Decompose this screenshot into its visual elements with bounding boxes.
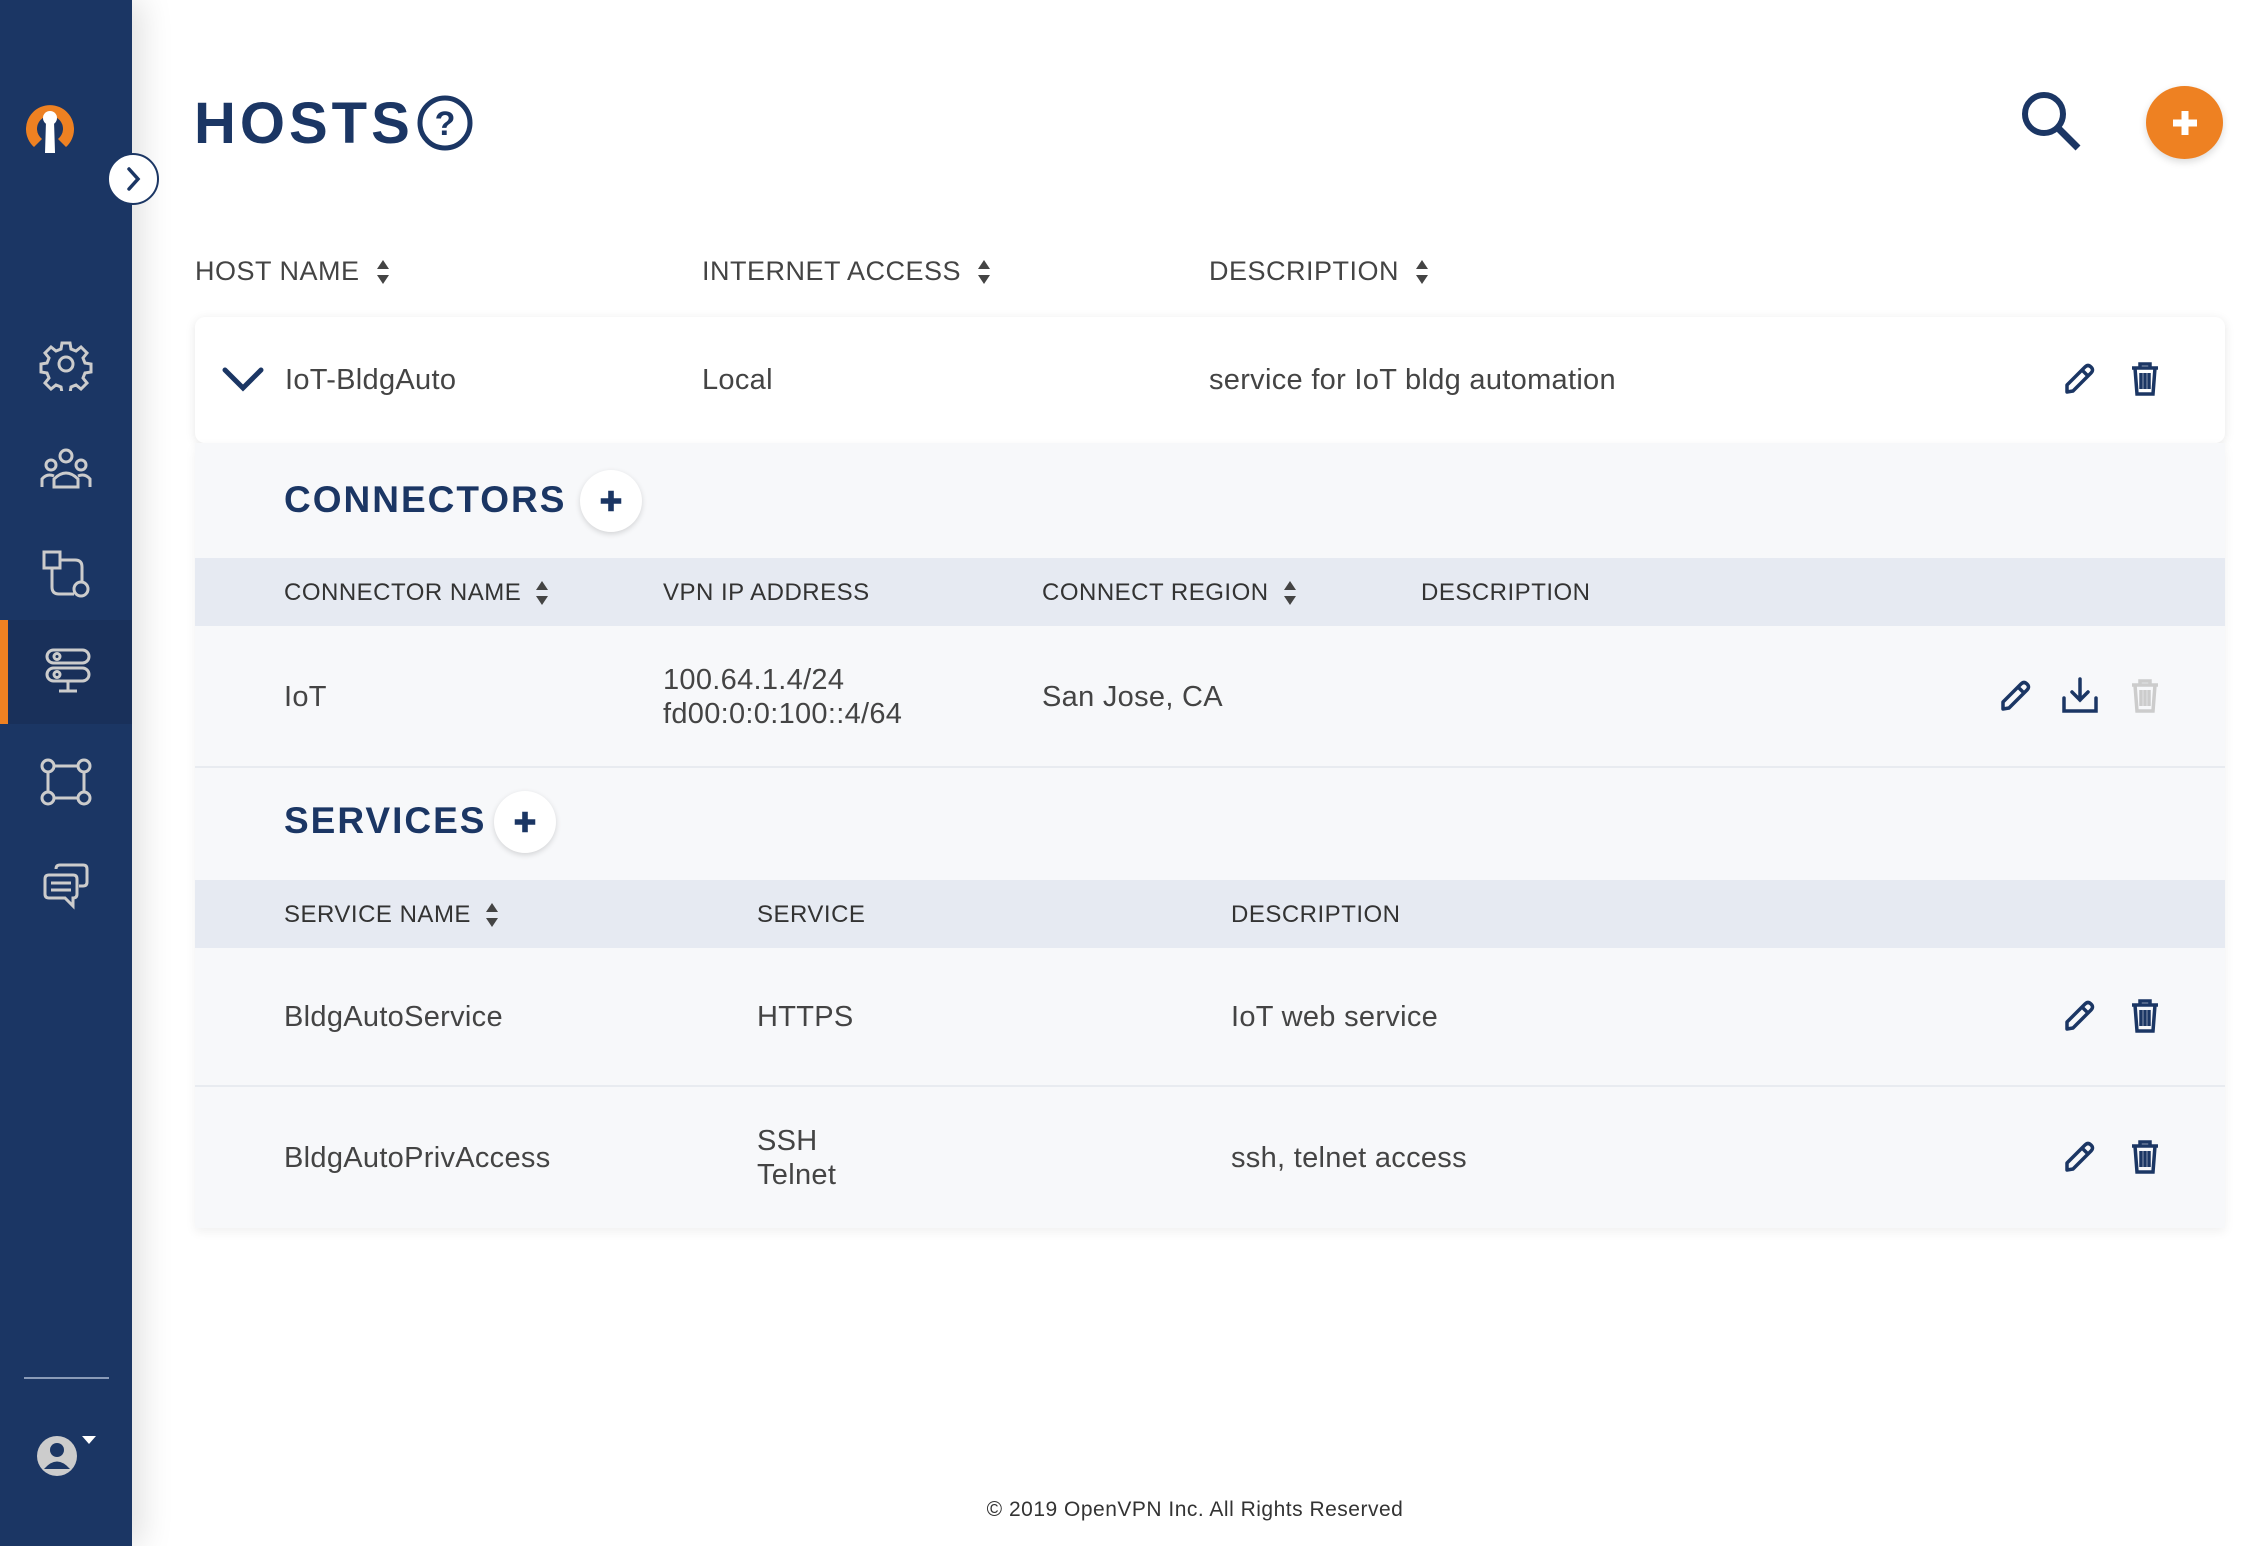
page-title: HOSTS [194, 91, 414, 156]
service-protocol: Telnet [757, 1159, 837, 1191]
column-host-name[interactable]: HOST NAME [195, 256, 390, 287]
sort-icon [1283, 580, 1297, 606]
add-service-button[interactable] [494, 791, 556, 853]
host-description: service for IoT bldg automation [1209, 364, 1616, 396]
network-icon [42, 550, 90, 598]
openvpn-logo [26, 105, 75, 153]
sidebar-item-settings[interactable] [0, 312, 132, 416]
trash-icon[interactable] [2125, 996, 2165, 1036]
host-details-panel: CONNECTORS CONNECTOR NAME VPN IP ADDRESS… [195, 443, 2225, 1228]
column-internet-access[interactable]: INTERNET ACCESS [702, 256, 991, 287]
topology-icon [40, 758, 92, 806]
sidebar [0, 0, 132, 1546]
add-connector-button[interactable] [580, 470, 642, 532]
user-dropdown-icon [37, 1436, 96, 1476]
sidebar-divider [24, 1377, 109, 1379]
column-connect-region[interactable]: CONNECT REGION [1042, 579, 1297, 607]
edit-icon[interactable] [2059, 1137, 2099, 1177]
user-menu[interactable] [36, 1432, 100, 1480]
host-row[interactable]: IoT-BldgAuto Local service for IoT bldg … [195, 317, 2225, 443]
plus-icon [511, 808, 539, 836]
sort-icon [535, 580, 549, 606]
sidebar-item-hosts[interactable] [0, 620, 132, 724]
column-service: SERVICE [757, 901, 866, 928]
service-description: ssh, telnet access [1231, 1142, 1467, 1174]
trash-icon-disabled [2125, 676, 2165, 716]
divider [195, 1085, 2225, 1087]
column-description[interactable]: DESCRIPTION [1209, 256, 1429, 287]
column-vpn-ip: VPN IP ADDRESS [663, 579, 870, 606]
users-icon [40, 448, 92, 489]
sidebar-item-network[interactable] [0, 522, 132, 626]
sidebar-item-users[interactable] [0, 418, 132, 522]
connector-name: IoT [284, 681, 327, 713]
connector-row: IoT 100.64.1.4/24 fd00:0:0:100::4/64 San… [195, 626, 2225, 767]
column-connector-name[interactable]: CONNECTOR NAME [284, 579, 549, 607]
add-host-button[interactable] [2146, 86, 2223, 159]
edit-icon[interactable] [2059, 996, 2099, 1036]
column-service-description: DESCRIPTION [1231, 901, 1401, 928]
service-row: BldgAutoPrivAccess SSH Telnet ssh, telne… [195, 1087, 2225, 1228]
trash-icon[interactable] [2125, 1137, 2165, 1177]
edit-icon[interactable] [1995, 676, 2035, 716]
services-header: SERVICE NAME SERVICE DESCRIPTION [195, 880, 2225, 948]
svg-text:?: ? [435, 105, 456, 143]
column-service-name[interactable]: SERVICE NAME [284, 901, 499, 929]
service-name: BldgAutoPrivAccess [284, 1142, 551, 1174]
sidebar-item-messages[interactable] [0, 836, 132, 940]
sort-icon [376, 259, 390, 285]
connector-region: San Jose, CA [1042, 681, 1223, 713]
service-row: BldgAutoService HTTPS IoT web service [195, 948, 2225, 1086]
footer: © 2019 OpenVPN Inc. All Rights Reserved [986, 1498, 1404, 1521]
hosts-icon [45, 648, 91, 693]
question-circle-icon[interactable]: ? [416, 94, 474, 152]
plus-icon [597, 487, 625, 515]
sort-icon [977, 259, 991, 285]
services-title: SERVICES [284, 800, 487, 841]
column-connector-description: DESCRIPTION [1421, 579, 1591, 606]
service-protocol: SSH [757, 1125, 818, 1157]
sort-icon [485, 902, 499, 928]
service-protocol: HTTPS [757, 1001, 854, 1033]
gear-icon [39, 341, 93, 391]
divider [195, 766, 2225, 768]
sidebar-item-topology[interactable] [0, 732, 132, 836]
chat-icon [43, 863, 89, 910]
edit-icon[interactable] [2059, 359, 2099, 399]
connector-ipv6: fd00:0:0:100::4/64 [663, 698, 903, 730]
sort-icon [1415, 259, 1429, 285]
expand-sidebar-button[interactable] [107, 153, 159, 205]
search-icon[interactable] [2020, 90, 2084, 154]
host-name: IoT-BldgAuto [285, 364, 457, 396]
chevron-right-icon [127, 167, 141, 191]
connectors-title: CONNECTORS [284, 479, 567, 520]
connector-ipv4: 100.64.1.4/24 [663, 664, 845, 696]
trash-icon[interactable] [2125, 359, 2165, 399]
connectors-header: CONNECTOR NAME VPN IP ADDRESS CONNECT RE… [195, 558, 2225, 626]
host-internet-access: Local [702, 364, 773, 396]
service-name: BldgAutoService [284, 1001, 503, 1033]
service-description: IoT web service [1231, 1001, 1439, 1033]
download-icon[interactable] [2060, 676, 2100, 716]
plus-icon [2172, 110, 2197, 135]
chevron-down-icon[interactable] [222, 367, 264, 393]
